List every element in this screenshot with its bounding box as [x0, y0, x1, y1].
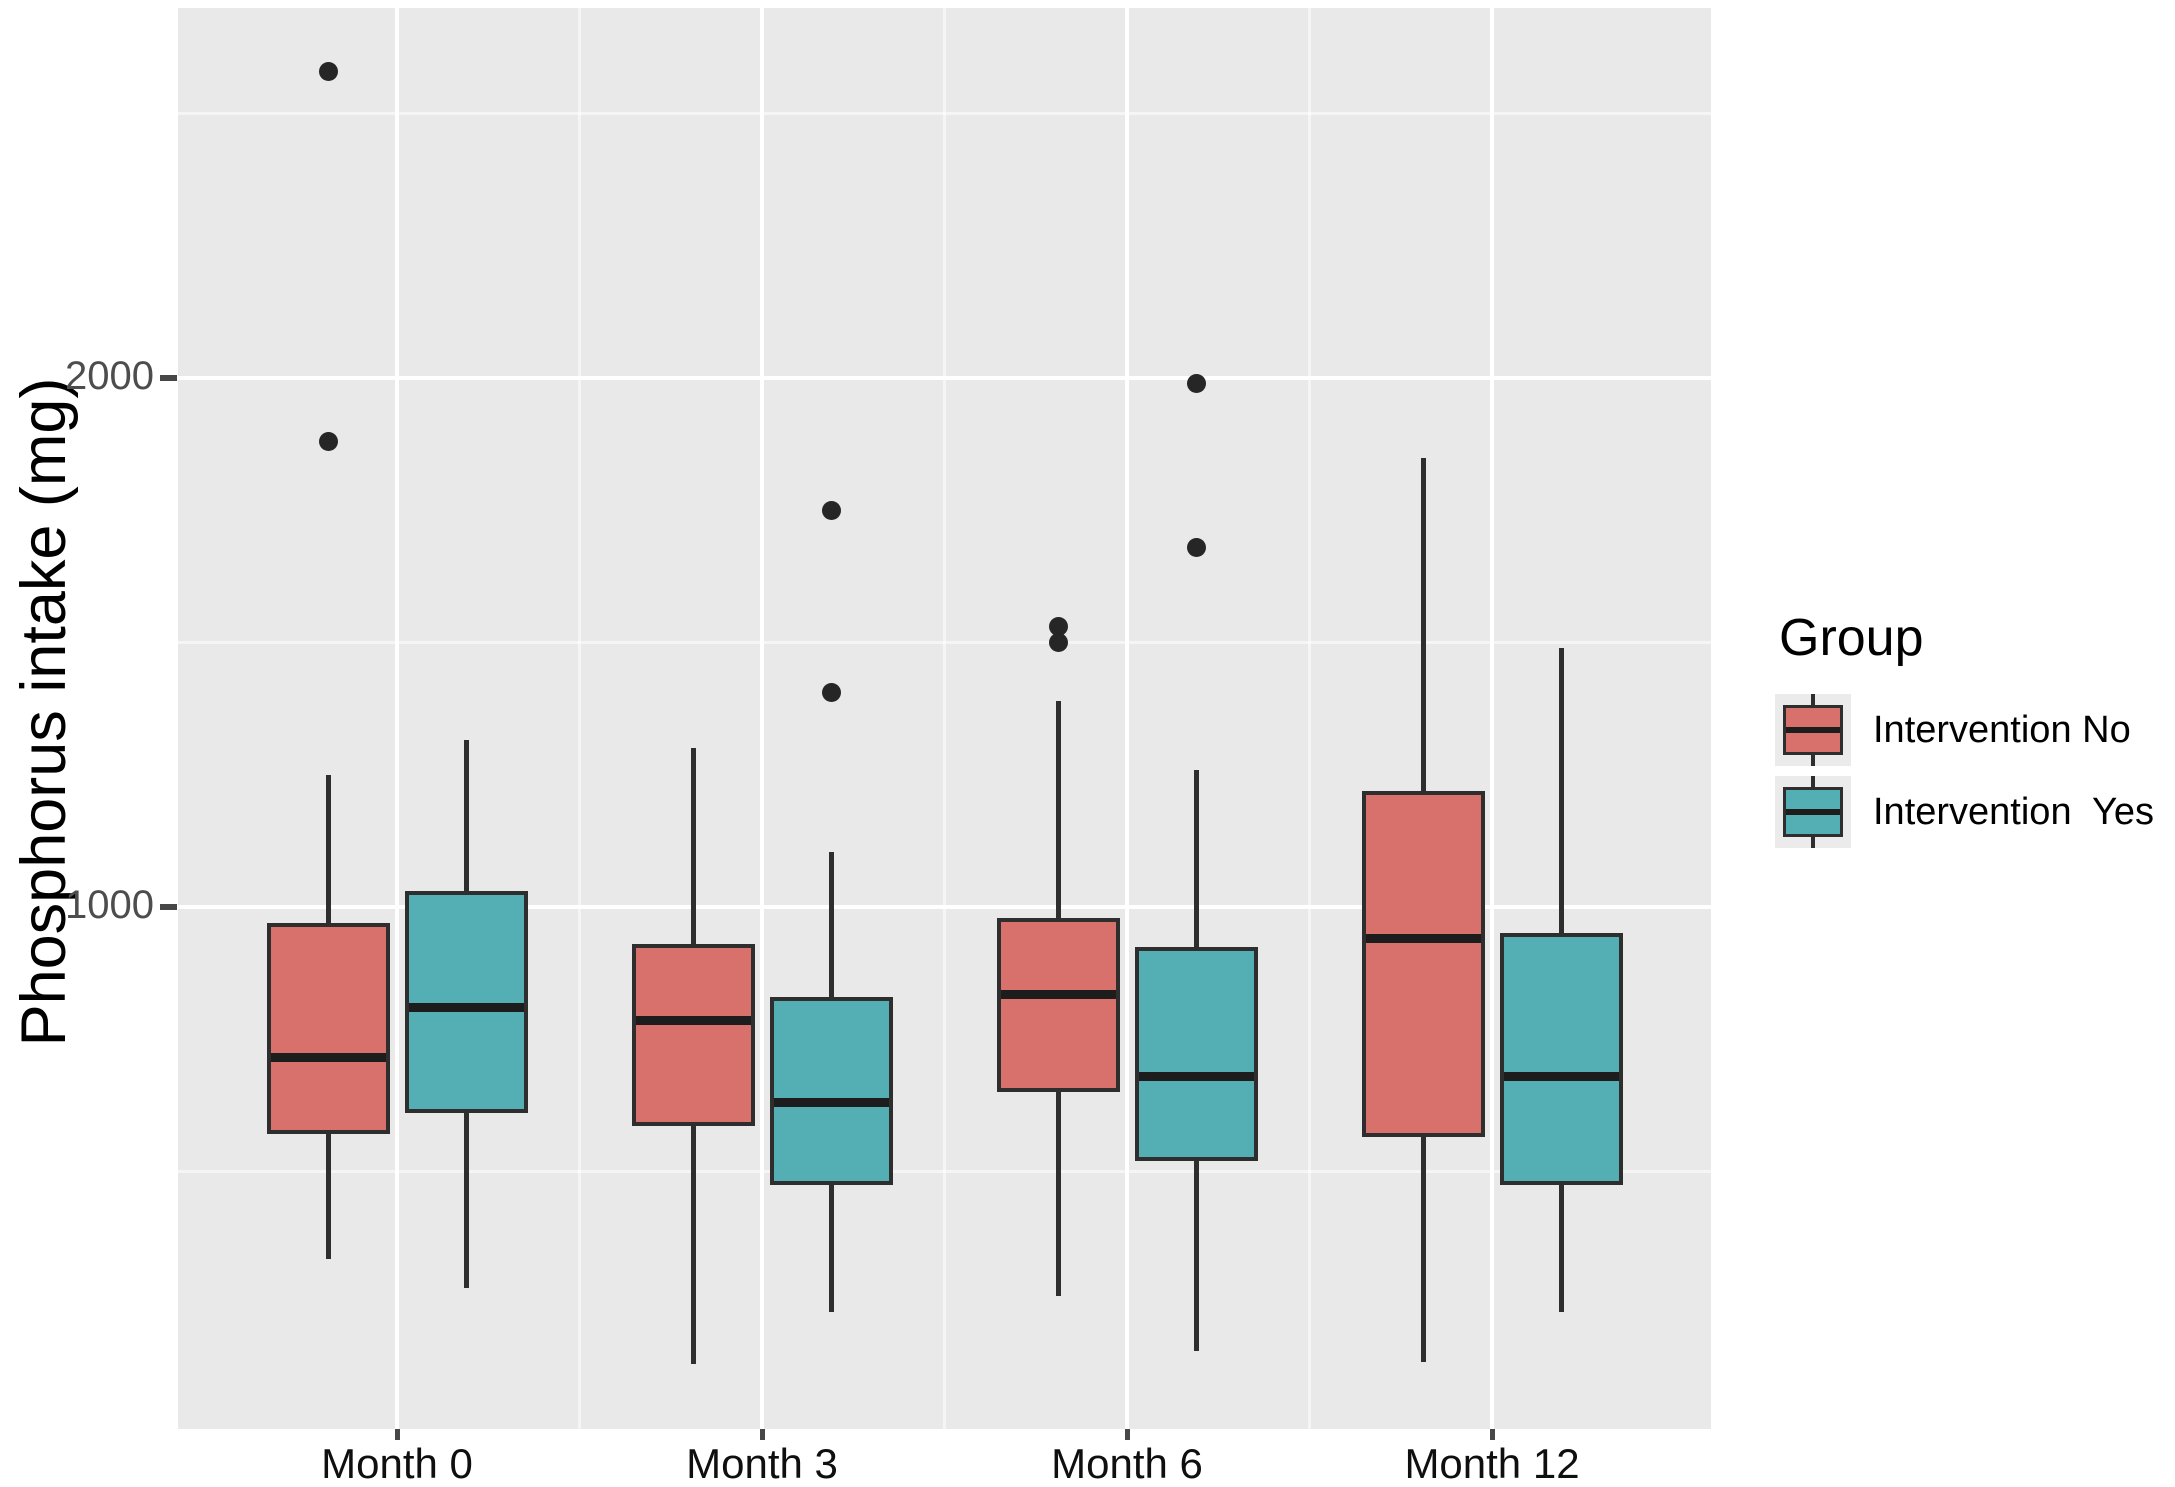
gridline-v-major	[760, 8, 764, 1429]
median-line	[1000, 989, 1116, 999]
key-median-line	[1786, 727, 1840, 733]
outlier-dot	[1186, 537, 1206, 557]
key-whisker-top	[1811, 694, 1815, 705]
x-tick-mark	[394, 1429, 400, 1440]
median-line	[635, 1016, 751, 1026]
boxplot-box	[266, 922, 390, 1135]
median-line	[1503, 1071, 1619, 1081]
boxplot-key-icon	[1775, 776, 1851, 848]
gridline-v-major	[395, 8, 399, 1429]
x-tick-label: Month 6	[1051, 1440, 1203, 1487]
key-whisker-bottom	[1811, 755, 1815, 766]
median-line	[408, 1003, 524, 1012]
boxplot-box	[1499, 933, 1623, 1185]
x-tick-label: Month 12	[1404, 1440, 1580, 1487]
legend-label: Intervention No	[1873, 708, 2131, 751]
legend-title: Group	[1779, 609, 1924, 667]
y-tick-label: 1000	[65, 883, 154, 928]
gridline-v-minor	[578, 8, 581, 1429]
boxplot-box	[1361, 790, 1485, 1138]
y-tick-mark	[160, 375, 177, 382]
gridline-v-major	[1125, 8, 1129, 1429]
key-median-line	[1786, 809, 1840, 815]
legend-entry-intervention-no: Intervention No	[1775, 694, 2175, 766]
x-tick-mark	[1489, 1429, 1495, 1440]
y-axis-title: Phosphorus intake (mg)	[9, 377, 79, 1047]
outlier-dot	[1186, 373, 1206, 393]
median-line	[270, 1053, 386, 1063]
boxplot-box	[996, 917, 1120, 1093]
boxplot-box	[631, 944, 755, 1127]
outlier-dot	[1048, 617, 1068, 637]
plot-panel	[178, 8, 1711, 1429]
boxplot-box	[1134, 946, 1258, 1161]
outlier-dot	[821, 500, 841, 520]
outlier-dot	[1048, 633, 1068, 653]
legend-label: Intervention Yes	[1873, 790, 2154, 833]
x-tick-mark	[1124, 1429, 1130, 1440]
legend: Group Intervention No Intervention Yes	[1775, 608, 2175, 858]
gridline-v-minor	[1308, 8, 1311, 1429]
key-whisker-bottom	[1811, 837, 1815, 848]
boxplot-key-icon	[1775, 694, 1851, 766]
median-line	[773, 1098, 889, 1108]
gridline-v-minor	[943, 8, 946, 1429]
x-tick-mark	[759, 1429, 765, 1440]
key-whisker-top	[1811, 776, 1815, 787]
y-tick-label: 2000	[65, 354, 154, 399]
outlier-dot	[318, 61, 338, 81]
y-tick-mark	[160, 904, 177, 911]
legend-entry-intervention-yes: Intervention Yes	[1775, 776, 2175, 848]
median-line	[1365, 934, 1481, 944]
x-tick-label: Month 3	[686, 1440, 838, 1487]
outlier-dot	[821, 683, 841, 703]
gridline-v-major	[1490, 8, 1494, 1429]
median-line	[1138, 1071, 1254, 1081]
x-tick-label: Month 0	[321, 1440, 473, 1487]
boxplot-box	[769, 996, 893, 1185]
boxplot-box	[404, 891, 528, 1114]
outlier-dot	[318, 432, 338, 452]
